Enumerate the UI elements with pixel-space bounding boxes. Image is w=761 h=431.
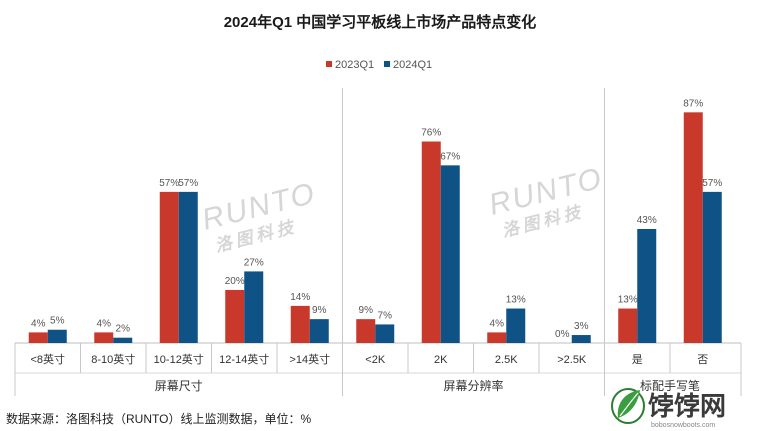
group-label-2: 标配手写笔 <box>640 378 700 393</box>
value-label-0-3-1: 27% <box>244 257 264 268</box>
bar-2-1-1 <box>702 191 722 343</box>
category-labels: <8英寸 8-10英寸 10-12英寸 12-14英寸 >14英寸 <2K 2K 2.5K >2… <box>30 352 708 366</box>
bar-1-1-1 <box>440 165 460 343</box>
bar-0-1-0 <box>94 332 114 343</box>
bar-2-0-0 <box>618 308 638 343</box>
value-label-1-1-0: 76% <box>421 127 441 138</box>
bar-2-0-1 <box>637 228 657 343</box>
value-label-1-3-0: 0% <box>555 329 570 340</box>
legend-swatch-1 <box>384 61 390 67</box>
bar-1-1-0 <box>421 141 441 343</box>
category-label-0-3: 12-14英寸 <box>219 352 269 366</box>
source-note: 数据来源：洛图科技（RUNTO）线上监测数据，单位：% <box>6 411 311 426</box>
value-label-0-2-0: 57% <box>159 178 179 189</box>
category-label-0-2: 10-12英寸 <box>154 352 204 366</box>
group-label-0: 屏幕尺寸 <box>155 379 203 393</box>
category-label-0-0: <8英寸 <box>30 352 65 366</box>
value-label-0-0-0: 4% <box>31 318 46 329</box>
category-label-1-0: <2K <box>365 354 386 366</box>
bar-0-3-0 <box>225 289 245 343</box>
value-label-1-2-0: 4% <box>490 318 505 329</box>
bar-2-1-0 <box>683 112 703 343</box>
value-label-2-1-0: 87% <box>683 98 703 109</box>
legend-label-1: 2024Q1 <box>393 59 432 71</box>
value-label-0-0-1: 5% <box>50 316 65 327</box>
bar-0-0-1 <box>47 329 67 343</box>
category-label-1-3: >2.5K <box>557 354 587 366</box>
value-label-0-2-1: 57% <box>178 178 198 189</box>
value-label-1-0-0: 9% <box>359 305 374 316</box>
value-label-1-0-1: 7% <box>378 310 393 321</box>
value-label-1-3-1: 3% <box>574 321 589 332</box>
group-label-1: 屏幕分辨率 <box>443 378 503 393</box>
legend: 2023Q1 2024Q1 <box>326 59 432 71</box>
bar-0-1-1 <box>113 337 133 343</box>
category-label-2-0: 是 <box>632 353 643 366</box>
value-label-0-4-1: 9% <box>312 305 327 316</box>
value-label-0-4-0: 14% <box>290 292 310 303</box>
value-label-0-1-1: 2% <box>116 324 131 335</box>
bar-1-2-1 <box>506 308 526 343</box>
bar-1-3-1 <box>571 335 591 343</box>
legend-label-0: 2023Q1 <box>335 59 374 71</box>
legend-swatch-0 <box>326 61 332 67</box>
leaf-vein <box>619 392 639 417</box>
bar-0-4-1 <box>309 319 329 343</box>
bar-0-2-0 <box>159 191 179 343</box>
category-label-2-1: 否 <box>697 354 708 366</box>
value-label-2-0-0: 13% <box>618 295 638 306</box>
value-label-0-1-0: 4% <box>97 318 112 329</box>
value-label-1-2-1: 13% <box>506 295 526 306</box>
bar-0-3-1 <box>244 271 264 343</box>
bars <box>28 112 722 343</box>
group-labels: 屏幕尺寸 屏幕分辨率 标配手写笔 <box>155 378 700 393</box>
brand-url: bobosnowboots.com <box>651 422 715 429</box>
category-label-1-2: 2.5K <box>495 354 518 366</box>
bar-0-4-0 <box>290 305 310 343</box>
bar-1-0-1 <box>375 324 395 343</box>
bar-0-0-0 <box>28 332 48 343</box>
category-label-1-1: 2K <box>434 354 448 366</box>
bar-1-2-0 <box>487 332 507 343</box>
category-label-0-4: >14英寸 <box>289 352 330 366</box>
bar-1-0-0 <box>356 319 376 343</box>
chart-frame <box>14 88 742 396</box>
value-label-0-3-0: 20% <box>225 276 245 287</box>
value-labels: 4% 5% 4% 2%57%57%20%27%14%9% 9% 7%76%67%4%13%… <box>31 98 722 340</box>
bar-0-2-1 <box>178 191 198 343</box>
value-label-1-1-1: 67% <box>440 151 460 162</box>
value-label-2-0-1: 43% <box>637 215 657 226</box>
chart-title: 2024年Q1 中国学习平板线上市场产品特点变化 <box>224 13 537 31</box>
value-label-2-1-1: 57% <box>702 178 722 189</box>
category-label-0-1: 8-10英寸 <box>91 352 135 366</box>
brand-name: 饽饽网 <box>648 391 726 421</box>
